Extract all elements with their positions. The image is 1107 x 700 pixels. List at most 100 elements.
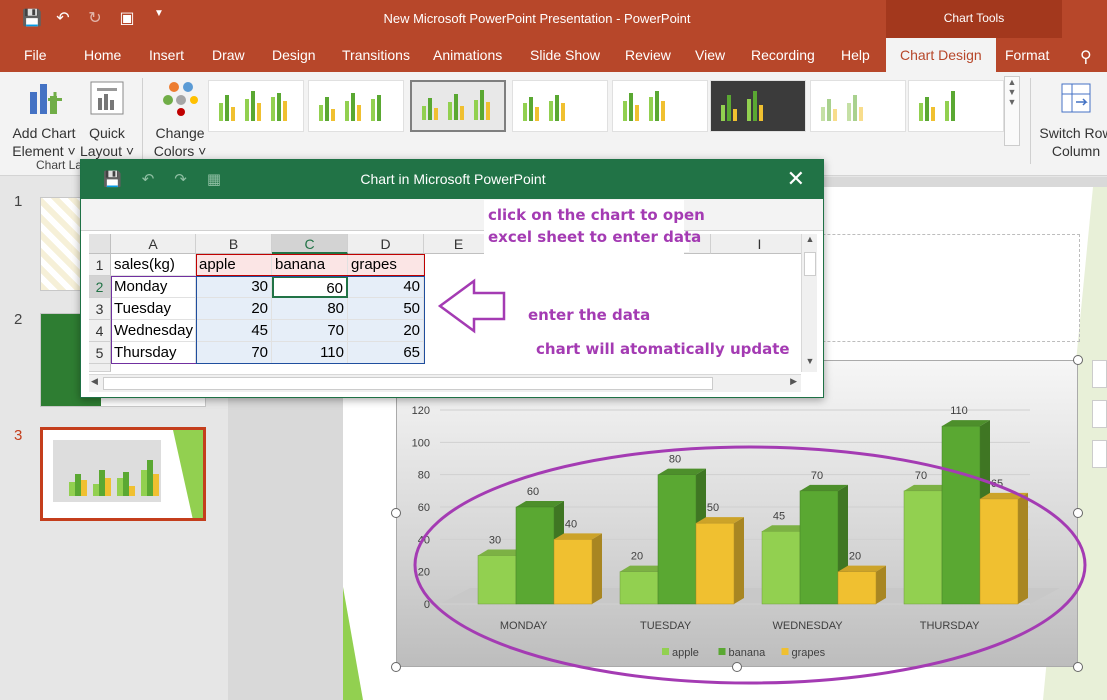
lightbulb-icon[interactable]: ⚲ <box>1080 49 1092 66</box>
resize-handle[interactable] <box>1073 508 1083 518</box>
gallery-scroll[interactable]: ▲ ▼ ▼ <box>1004 76 1020 146</box>
scroll-thumb[interactable] <box>804 252 816 276</box>
row-header-3[interactable]: 3 <box>89 298 111 320</box>
cell-a2[interactable]: Monday <box>111 276 196 298</box>
cell-c4[interactable]: 70 <box>272 320 348 342</box>
spreadsheet-grid[interactable]: A B C D E I 1 2 3 4 5 sales(kg) apple ba… <box>89 234 809 372</box>
cell-b4[interactable]: 45 <box>196 320 272 342</box>
cell-a3[interactable]: Tuesday <box>111 298 196 320</box>
chart-styles-icon[interactable] <box>1092 400 1107 428</box>
select-all-corner[interactable] <box>89 234 111 254</box>
tab-insert[interactable]: Insert <box>149 47 185 63</box>
add-chart-element-button[interactable]: Add Chart Element ˅ <box>10 78 78 160</box>
redo-icon[interactable]: ↻ <box>88 10 102 27</box>
annotation-click-chart-2: excel sheet to enter data <box>488 228 702 246</box>
chart-style-thumb[interactable] <box>512 80 608 132</box>
window-title: New Microsoft PowerPoint Presentation - … <box>383 11 691 26</box>
quick-layout-button[interactable]: Quick Layout ˅ <box>78 78 136 160</box>
row-header-1[interactable]: 1 <box>89 254 111 276</box>
chart-style-thumb[interactable] <box>810 80 906 132</box>
chart-style-thumb[interactable] <box>308 80 404 132</box>
cell-d5[interactable]: 65 <box>348 342 424 364</box>
change-colors-label-2: Colors ˅ <box>153 143 207 159</box>
column-header-a[interactable]: A <box>111 234 196 254</box>
cell-d1[interactable]: grapes <box>348 254 424 276</box>
row-header-5[interactable]: 5 <box>89 342 111 364</box>
add-chart-element-label-2: Element ˅ <box>12 143 76 159</box>
series-range-outline <box>196 254 425 276</box>
tab-transitions[interactable]: Transitions <box>342 47 410 63</box>
cell-d2[interactable]: 40 <box>348 276 424 298</box>
column-header-d[interactable]: D <box>348 234 424 254</box>
chart-filters-icon[interactable] <box>1092 440 1107 468</box>
chart-style-thumb[interactable] <box>710 80 806 132</box>
column-header-i[interactable]: I <box>711 234 809 254</box>
excel-toolbar-icons: 💾 ↶ ↷ ▦ <box>103 170 221 188</box>
undo-icon[interactable]: ↶ <box>141 171 155 188</box>
chart-elements-icon[interactable] <box>1092 360 1107 388</box>
chart-style-thumb[interactable] <box>208 80 304 132</box>
column-header-b[interactable]: B <box>196 234 272 254</box>
formula-bar[interactable] <box>81 199 823 231</box>
tab-view[interactable]: View <box>695 47 726 63</box>
quick-layout-label-1: Quick <box>89 125 125 141</box>
row-header-4[interactable]: 4 <box>89 320 111 342</box>
row-header-6[interactable] <box>89 364 111 372</box>
edit-data-icon[interactable]: ▦ <box>206 171 222 188</box>
tab-file[interactable]: File <box>24 47 47 63</box>
close-icon[interactable]: ✕ <box>786 166 805 191</box>
cell-b2[interactable]: 30 <box>196 276 272 298</box>
resize-handle[interactable] <box>1073 355 1083 365</box>
tab-animations[interactable]: Animations <box>433 47 503 63</box>
tab-review[interactable]: Review <box>625 47 671 63</box>
tab-design[interactable]: Design <box>272 47 316 63</box>
undo-icon[interactable]: ↶ <box>56 10 70 27</box>
tab-format[interactable]: Format <box>1005 47 1050 63</box>
hscroll-thumb[interactable] <box>103 377 713 390</box>
scroll-left-icon[interactable]: ◀ <box>91 376 98 386</box>
tab-draw[interactable]: Draw <box>212 47 245 63</box>
scroll-down-icon[interactable]: ▼ <box>805 356 815 366</box>
resize-handle[interactable] <box>391 508 401 518</box>
redo-icon[interactable]: ↷ <box>174 171 187 188</box>
quick-layout-label-2: Layout ˅ <box>79 143 135 159</box>
chart-area[interactable] <box>396 360 1078 667</box>
cell-d3[interactable]: 50 <box>348 298 424 320</box>
column-header-c[interactable]: C <box>272 234 348 254</box>
tab-home[interactable]: Home <box>84 47 122 63</box>
add-chart-element-icon <box>30 84 62 114</box>
cell-c1[interactable]: banana <box>272 254 348 276</box>
vertical-scrollbar[interactable]: ▲ ▼ <box>801 234 817 372</box>
scroll-up-icon[interactable]: ▲ <box>805 234 815 244</box>
change-colors-label-1: Change <box>155 125 205 141</box>
change-colors-button[interactable]: Change Colors ˅ <box>150 78 210 160</box>
row-header-2[interactable]: 2 <box>89 276 111 298</box>
cell-a4[interactable]: Wednesday <box>111 320 196 342</box>
resize-handle[interactable] <box>732 662 742 672</box>
tab-help[interactable]: Help <box>841 47 870 63</box>
tab-slide-show[interactable]: Slide Show <box>530 47 601 63</box>
chart-style-thumb[interactable] <box>908 80 1004 132</box>
chart-style-thumb-selected[interactable] <box>410 80 506 132</box>
annotation-click-chart: click on the chart to open <box>488 206 705 224</box>
customize-qat-icon[interactable]: ▼ <box>154 8 164 19</box>
cell-b3[interactable]: 20 <box>196 298 272 320</box>
cell-c2-active[interactable]: 60 <box>272 276 348 298</box>
tab-chart-design[interactable]: Chart Design <box>886 38 996 72</box>
ribbon-separator <box>1030 78 1031 164</box>
present-icon[interactable]: ▣ <box>119 10 135 27</box>
slide-thumbnail-3[interactable] <box>40 427 206 521</box>
tab-recording[interactable]: Recording <box>751 47 815 63</box>
save-icon[interactable]: 💾 <box>103 171 122 188</box>
cell-d4[interactable]: 20 <box>348 320 424 342</box>
switch-row-column-button[interactable]: Switch Row Column <box>1036 78 1107 160</box>
change-colors-icon <box>163 82 198 116</box>
chart-style-thumb[interactable] <box>612 80 708 132</box>
horizontal-scrollbar[interactable]: ◀ ▶ <box>89 374 801 392</box>
cell-a1[interactable]: sales(kg) <box>111 254 196 276</box>
cell-c3[interactable]: 80 <box>272 298 348 320</box>
resize-handle[interactable] <box>1073 662 1083 672</box>
save-icon[interactable]: 💾 <box>22 10 42 27</box>
scroll-right-icon[interactable]: ▶ <box>790 376 797 386</box>
resize-handle[interactable] <box>391 662 401 672</box>
